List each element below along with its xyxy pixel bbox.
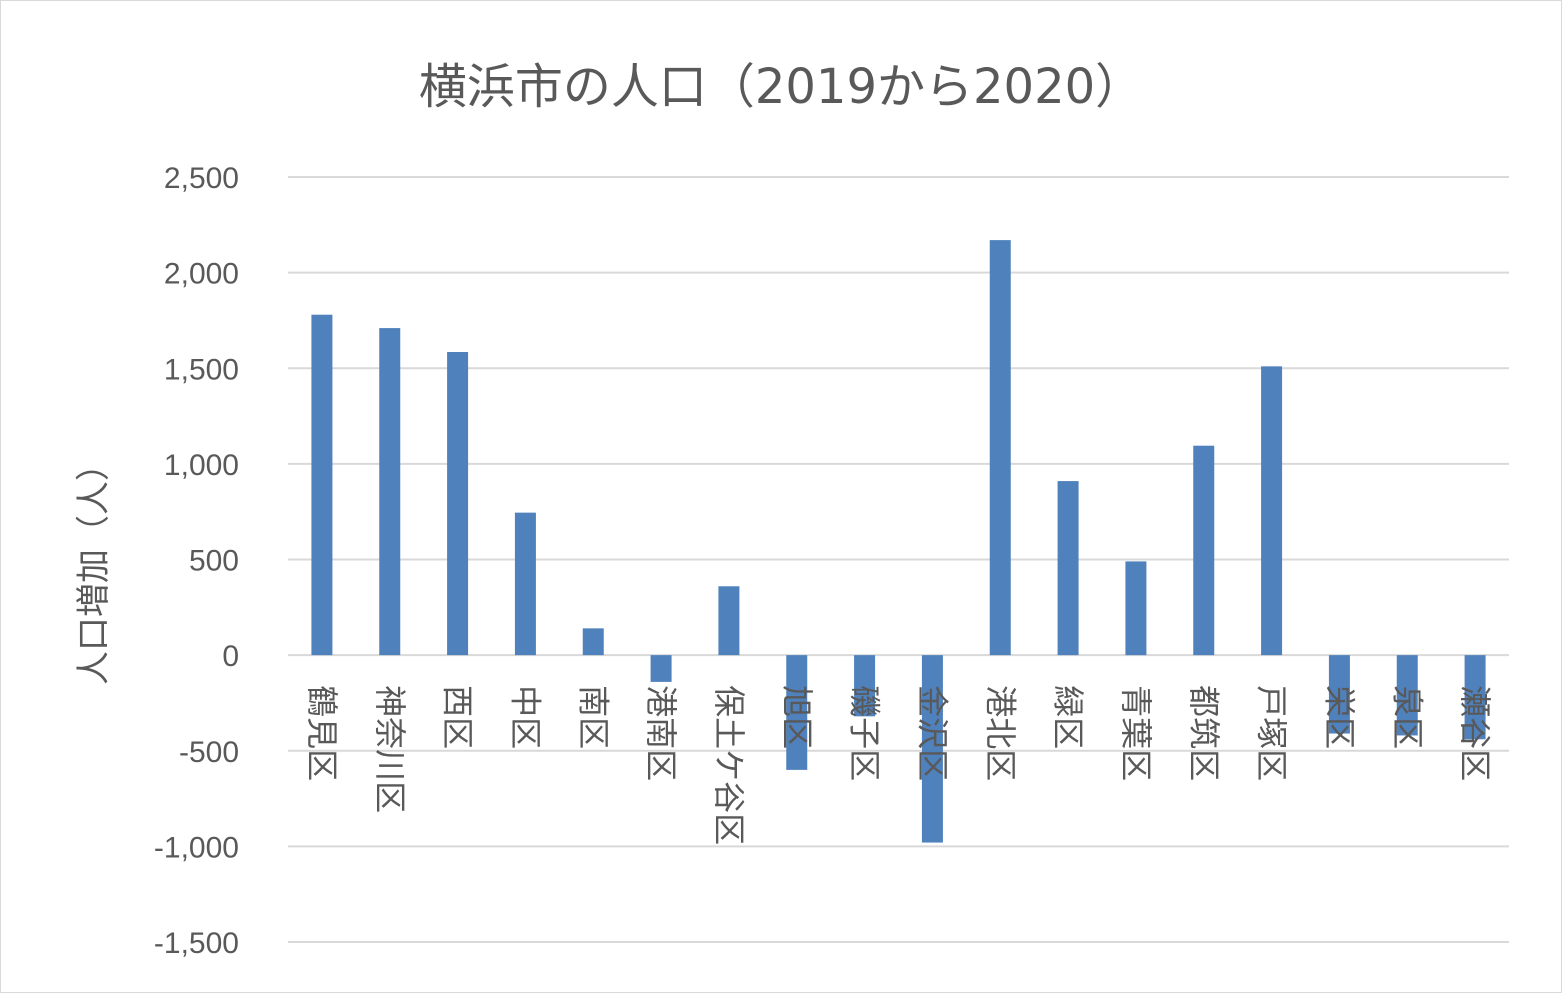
y-axis-tick-labels: -1,500 -1,000 -500 0 500 1,000 1,500 2,000 2,500 (154, 162, 239, 960)
x-category-label: 都筑区 (1185, 685, 1223, 781)
bar (1261, 366, 1283, 656)
x-category-label: 港北区 (981, 685, 1019, 781)
bar (718, 586, 740, 656)
bar (1396, 655, 1418, 736)
bar (1328, 655, 1350, 734)
y-tick-label: -1,000 (154, 831, 239, 864)
bar (447, 351, 469, 656)
x-category-label: 瀬谷区 (1456, 685, 1494, 781)
bar (921, 655, 943, 843)
x-category-label: 緑区 (1049, 685, 1087, 749)
x-category-label: 西区 (439, 685, 477, 749)
y-tick-label: 1,500 (164, 353, 239, 386)
y-tick-label: -1,500 (154, 927, 239, 960)
x-category-label: 戸塚区 (1253, 685, 1291, 781)
bar (514, 512, 536, 656)
y-tick-label: 2,500 (164, 162, 239, 195)
x-category-label: 金沢区 (913, 685, 951, 781)
bars (311, 240, 1486, 843)
bar (786, 655, 808, 770)
x-category-label: 中区 (506, 685, 544, 749)
x-category-label: 港南区 (642, 685, 680, 781)
y-tick-label: 2,000 (164, 258, 239, 291)
y-axis-label: 人口増加（人） (74, 447, 114, 685)
bar (650, 655, 672, 682)
y-tick-label: 500 (189, 545, 239, 578)
x-axis-category-labels: 鶴見区 神奈川区 西区 中区 南区 港南区 保土ケ谷区 旭区 磯子区 金沢区 港北区 緑区 青葉区 都筑区… (303, 685, 1494, 845)
x-category-label: 神奈川区 (371, 685, 409, 813)
chart-title: 横浜市の人口（2019から2020） (419, 59, 1143, 115)
bar (1193, 445, 1215, 656)
bar (311, 314, 333, 656)
x-category-label: 旭区 (778, 685, 816, 749)
y-tick-label: 1,000 (164, 449, 239, 482)
x-category-label: 南区 (574, 685, 612, 749)
x-category-label: 磯子区 (846, 685, 884, 781)
x-category-label: 保土ケ谷区 (710, 685, 748, 845)
bar (854, 655, 876, 717)
bar (989, 240, 1011, 656)
x-category-label: 鶴見区 (303, 685, 341, 781)
y-tick-label: -500 (179, 736, 239, 769)
bar (582, 628, 604, 656)
x-category-label: 青葉区 (1117, 685, 1155, 781)
gridlines (288, 176, 1509, 943)
bar (1057, 481, 1079, 656)
bar (379, 328, 401, 656)
x-category-label: 泉区 (1388, 685, 1426, 749)
y-tick-label: 0 (222, 640, 239, 673)
bar (1464, 655, 1486, 740)
x-category-label: 栄区 (1320, 685, 1358, 749)
bar (1125, 561, 1147, 656)
